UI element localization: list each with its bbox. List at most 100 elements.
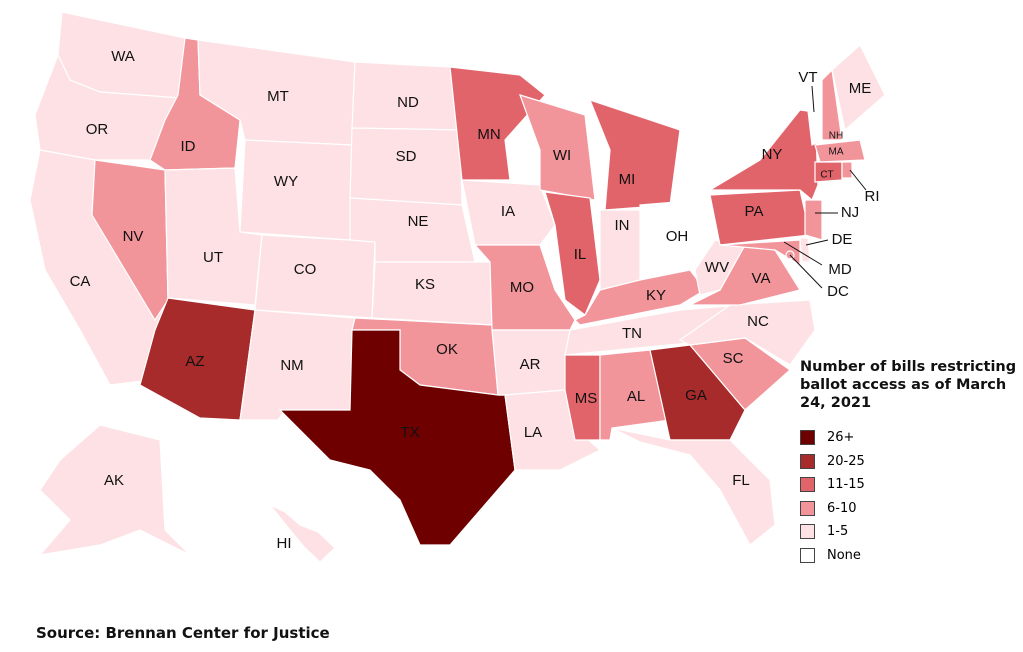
legend-item: 1-5	[800, 520, 1020, 544]
legend-swatch	[800, 477, 815, 493]
legend-swatch	[800, 453, 815, 469]
state-label: OK	[436, 341, 458, 358]
state-label: CO	[294, 261, 317, 278]
leader-line	[789, 254, 823, 289]
state-label: AR	[520, 356, 541, 373]
state-label: ND	[397, 94, 419, 111]
state-shape	[371, 261, 493, 326]
state-shape	[821, 68, 843, 141]
state-shape	[804, 199, 823, 241]
state-shape	[799, 237, 811, 263]
leader-line	[783, 241, 823, 266]
source: Source: Brennan Center for Justice	[36, 624, 330, 642]
state-labels: WA OR CA NV ID MT WY UT CO AZ NM ND SD NE KS OK TX MN IA MO…	[70, 48, 880, 552]
state-label: AK	[104, 472, 124, 489]
leader-line	[805, 239, 829, 246]
state-shape	[814, 139, 866, 163]
state-shape	[841, 161, 853, 179]
state-label: AL	[627, 388, 645, 405]
state-label: SC	[723, 350, 744, 367]
state-label: CA	[70, 273, 91, 290]
legend-label: 26+	[827, 430, 855, 446]
state-label: VT	[798, 69, 817, 86]
state-shape	[814, 161, 843, 183]
state-label: NE	[408, 213, 429, 230]
leader-line	[849, 169, 867, 191]
state-label: WV	[705, 259, 729, 276]
legend-label: None	[827, 547, 861, 563]
state-label: NJ	[841, 204, 859, 221]
state-label: ID	[181, 138, 196, 155]
state-label: OH	[666, 228, 689, 245]
state-label: SD	[396, 148, 417, 165]
state-shape	[573, 269, 706, 326]
state-shape	[239, 139, 353, 241]
state-label: PA	[745, 203, 764, 220]
legend: Number of bills restricting ballot acces…	[800, 358, 1020, 567]
legend-swatch	[800, 430, 815, 446]
state-shape	[91, 159, 169, 322]
state-label: MO	[510, 279, 534, 296]
legend-item: 11-15	[800, 473, 1020, 497]
legend-title: Number of bills restricting ballot acces…	[800, 359, 1017, 411]
legend-label: 11-15	[827, 477, 865, 493]
state-label: MD	[828, 261, 851, 278]
state-label: NC	[747, 313, 769, 330]
legend-swatch	[800, 500, 815, 516]
legend-swatch	[800, 547, 815, 563]
state-label: MT	[267, 88, 289, 105]
state-label: MN	[477, 126, 500, 143]
legend-label: 6-10	[827, 500, 857, 516]
state-label: FL	[732, 472, 750, 489]
state-label: OR	[86, 121, 109, 138]
state-label: MS	[575, 390, 598, 407]
state-label: KS	[415, 276, 435, 293]
state-label: LA	[524, 424, 542, 441]
leader-line	[811, 85, 815, 113]
state-label: AZ	[185, 353, 204, 370]
state-label: GA	[685, 387, 707, 404]
state-label: UT	[203, 249, 223, 266]
state-label: KY	[646, 287, 666, 304]
legend-label: 20-25	[827, 453, 865, 469]
state-shape	[349, 127, 463, 206]
legend-swatch	[800, 524, 815, 540]
state-shape	[38, 424, 191, 556]
state-label: NM	[280, 357, 303, 374]
state-shape	[611, 427, 776, 546]
legend-label: 1-5	[827, 524, 849, 540]
state-shape	[269, 504, 336, 563]
state-label: IA	[501, 203, 515, 220]
state-shape	[473, 244, 576, 331]
state-label: RI	[865, 188, 880, 205]
state-label: DE	[832, 231, 853, 248]
state-label: NV	[123, 228, 144, 245]
state-shape	[831, 44, 886, 132]
state-label: WI	[553, 147, 571, 164]
state-label: DC	[827, 283, 849, 300]
state-label: MA	[829, 147, 844, 158]
state-label: TN	[622, 325, 642, 342]
state-label: HI	[277, 535, 292, 552]
state-shape	[461, 179, 556, 246]
legend-item: 26+	[800, 426, 1020, 450]
state-shape	[588, 99, 681, 211]
state-label: VA	[752, 270, 771, 287]
state-label: IN	[615, 217, 630, 234]
states	[29, 11, 886, 563]
state-label: WA	[111, 48, 135, 65]
state-label: NH	[829, 131, 843, 142]
state-label: CT	[820, 170, 833, 181]
state-label: TX	[400, 424, 419, 441]
state-shape	[649, 344, 746, 441]
state-label: NY	[762, 146, 783, 163]
state-shape	[639, 199, 716, 271]
legend-item: 6-10	[800, 497, 1020, 521]
state-shape	[278, 329, 516, 546]
state-label: MI	[619, 171, 636, 188]
state-shape	[694, 239, 746, 296]
state-label: WY	[274, 173, 298, 190]
state-label: IL	[574, 246, 587, 263]
